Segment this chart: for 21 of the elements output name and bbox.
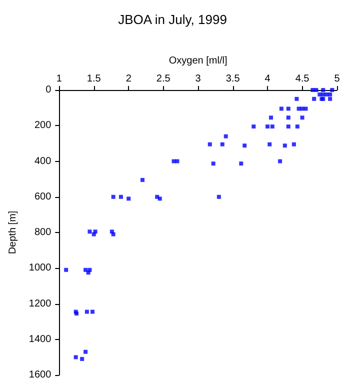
y-tick-label: 800 (34, 227, 52, 238)
x-tick-label: 2 (126, 74, 132, 84)
x-tick-label: 1.5 (86, 74, 102, 84)
y-tick-label: 200 (34, 120, 52, 132)
y-tick-label: 600 (34, 191, 52, 202)
y-tick-label: 0 (46, 84, 52, 96)
y-tick-label: 1600 (28, 370, 52, 380)
x-tick-label: 4.5 (295, 74, 310, 84)
x-tick-label: 4 (264, 74, 271, 84)
y-tick-label: 1000 (28, 262, 52, 274)
y-tick-label: 1200 (28, 298, 52, 310)
x-tick-label: 3 (195, 74, 202, 84)
y-axis-title: Depth [m] (8, 210, 18, 254)
x-tick-label: 3.5 (226, 74, 240, 84)
chart-title: JBOA in July, 1999 (118, 12, 227, 27)
x-axis-title: Oxygen [ml/l] (168, 56, 228, 66)
x-tick-label: 5 (334, 74, 340, 84)
x-tick-label: 1 (56, 74, 62, 84)
y-tick-label: 400 (34, 156, 52, 167)
x-tick-label: 2.5 (156, 74, 171, 84)
y-tick-label: 1400 (28, 334, 52, 345)
